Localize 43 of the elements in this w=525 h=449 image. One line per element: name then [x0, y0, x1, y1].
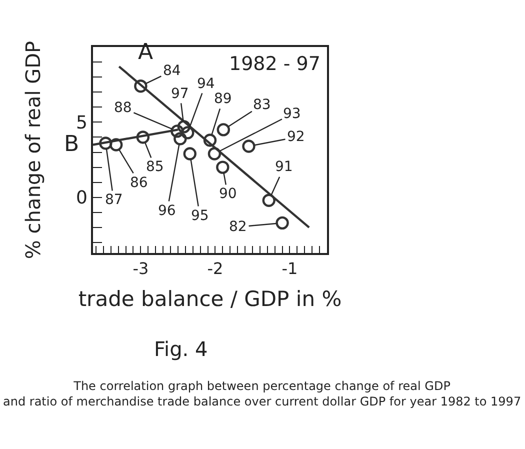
x-axis-title: trade balance / GDP in % — [78, 286, 342, 311]
annotation: 88 — [114, 100, 132, 116]
annotation: 92 — [287, 129, 305, 145]
point — [262, 194, 276, 207]
point — [276, 216, 289, 230]
point — [216, 123, 230, 136]
annotation: 95 — [191, 208, 209, 224]
annotation: 93 — [283, 106, 301, 122]
point — [183, 147, 196, 160]
caption: Fig. 4 — [154, 337, 208, 361]
annotation: 83 — [253, 97, 271, 113]
point — [177, 120, 191, 134]
point — [203, 134, 217, 147]
annotation: 84 — [163, 63, 181, 79]
text: The correlation graph between percentage change of real GDP and ratio of merchandise trade balance over current dollar GDP for year 1982 to 1997 — [3, 379, 522, 409]
annotation: 82 — [229, 219, 247, 235]
point — [170, 124, 184, 138]
y-tick-label: 0 — [76, 188, 88, 209]
point — [216, 160, 230, 174]
point — [242, 140, 256, 153]
x-tick-label: -1 — [282, 259, 298, 278]
point — [181, 126, 194, 140]
annotation: 91 — [275, 159, 293, 175]
annotation: 97 — [171, 86, 189, 102]
point — [136, 130, 150, 144]
annotation: 86 — [130, 175, 148, 191]
point — [174, 132, 187, 146]
y-axis-title: % change of real GDP — [20, 40, 45, 260]
series-label: B — [64, 132, 80, 157]
annotation: 94 — [197, 76, 215, 92]
point — [134, 79, 148, 93]
x-tick-label: -3 — [132, 259, 149, 278]
annotation: 1982 - 97 — [229, 53, 320, 75]
annotation: 90 — [219, 186, 237, 202]
x-tick-label: -2 — [207, 259, 224, 278]
point — [110, 138, 123, 152]
annotation: 89 — [214, 91, 232, 107]
annotation: 85 — [146, 159, 164, 175]
annotation: 87 — [105, 192, 123, 208]
point — [208, 147, 222, 160]
point — [99, 136, 112, 150]
annotation: 96 — [158, 203, 176, 219]
y-tick-label: 5 — [76, 112, 88, 134]
